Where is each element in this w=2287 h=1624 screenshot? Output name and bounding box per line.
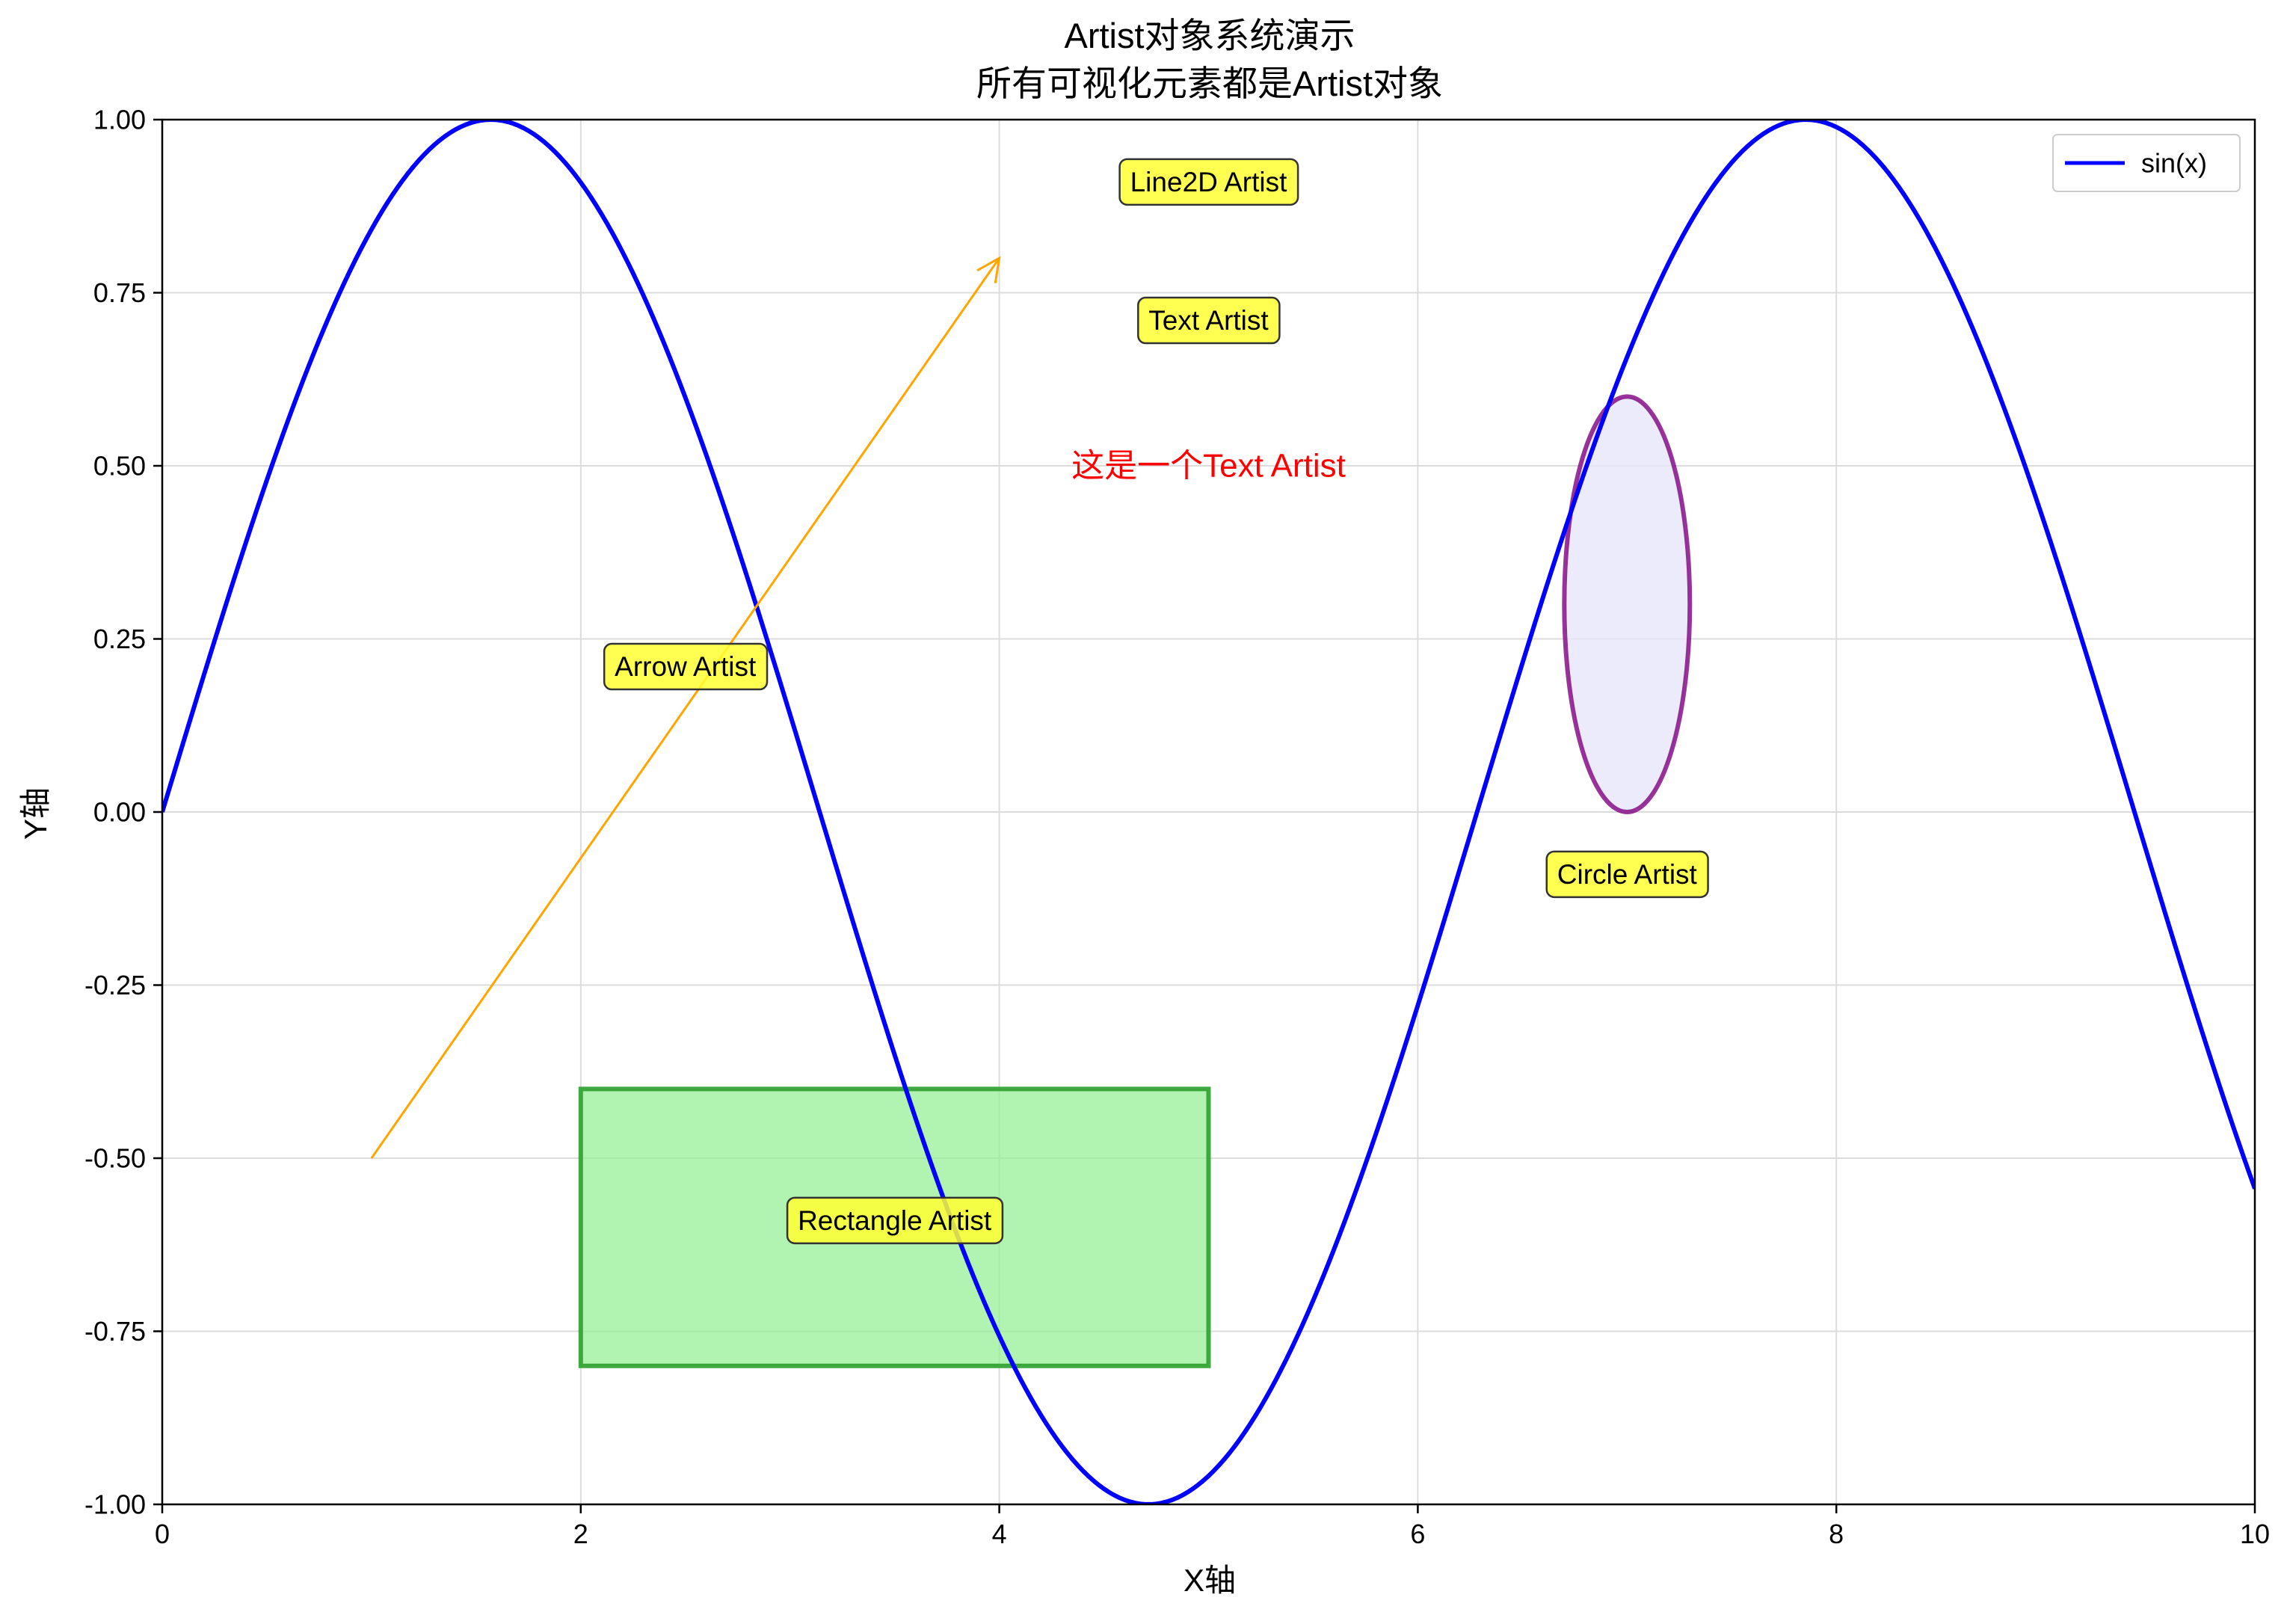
annotation-box	[1137, 296, 1281, 345]
x-tick-label: 4	[992, 1519, 1007, 1549]
x-tick-label: 2	[573, 1519, 588, 1549]
y-tick-label: 0.25	[93, 624, 146, 654]
y-axis-label: Y轴	[18, 787, 53, 840]
arrow-artist-head	[976, 256, 1001, 284]
annotation-5: Rectangle Artist	[786, 1196, 1004, 1245]
y-tick-label: 0.50	[93, 451, 146, 482]
x-tick-label: 8	[1829, 1519, 1844, 1549]
y-tick-label: 1.00	[93, 105, 146, 135]
annotation-3: Arrow Artist	[603, 642, 769, 691]
annotation-text: Circle Artist	[1557, 859, 1698, 890]
annotation-0: Line2D Artist	[1118, 158, 1299, 206]
y-tick-label: -1.00	[84, 1489, 146, 1520]
annotation-box	[1118, 158, 1299, 206]
chart-subtitle: 所有可视化元素都是Artist对象	[976, 64, 1443, 103]
annotations: Line2D Artist Text Artist 这是一个Text Artist A…	[603, 158, 1709, 1245]
series-line-sinx	[162, 120, 2255, 1504]
x-tick-label: 6	[1410, 1519, 1425, 1549]
annotation-box	[1545, 850, 1709, 899]
y-axis-ticks: -1.00 -0.75 -0.50 -0.25 0.00 0.25 0.50 0.75 1.00	[84, 105, 162, 1520]
annotation-text: Arrow Artist	[615, 651, 757, 682]
arrow-artist-line	[370, 257, 1000, 1159]
x-axis-label: X轴	[1183, 1563, 1236, 1598]
circle-artist-shape	[1562, 394, 1693, 814]
annotation-box	[786, 1196, 1004, 1245]
annotation-1: Text Artist	[1137, 296, 1281, 345]
y-tick-label: -0.50	[84, 1143, 146, 1174]
y-tick-label: -0.75	[84, 1316, 146, 1347]
x-axis-ticks: 0 2 4 6 8 10	[155, 1504, 2270, 1549]
annotation-4: Circle Artist	[1545, 850, 1709, 899]
y-tick-label: 0.75	[93, 277, 146, 308]
chart-title: Artist对象系统演示	[1064, 16, 1355, 55]
series-lines	[162, 120, 2255, 1504]
annotation-text: 这是一个Text Artist	[1071, 448, 1346, 485]
annotation-text: Line2D Artist	[1130, 167, 1287, 197]
legend: sin(x)	[2052, 134, 2241, 192]
y-tick-label: 0.00	[93, 797, 146, 828]
annotation-box	[603, 642, 769, 691]
x-tick-label: 0	[155, 1519, 170, 1549]
annotation-text: Rectangle Artist	[798, 1205, 992, 1236]
legend-box	[2052, 134, 2241, 192]
legend-label-sinx: sin(x)	[2141, 148, 2207, 179]
x-tick-label: 10	[2240, 1519, 2270, 1549]
annotation-text: Text Artist	[1148, 305, 1269, 336]
annotation-2: 这是一个Text Artist	[1071, 448, 1346, 485]
y-tick-label: -0.25	[84, 970, 146, 1000]
